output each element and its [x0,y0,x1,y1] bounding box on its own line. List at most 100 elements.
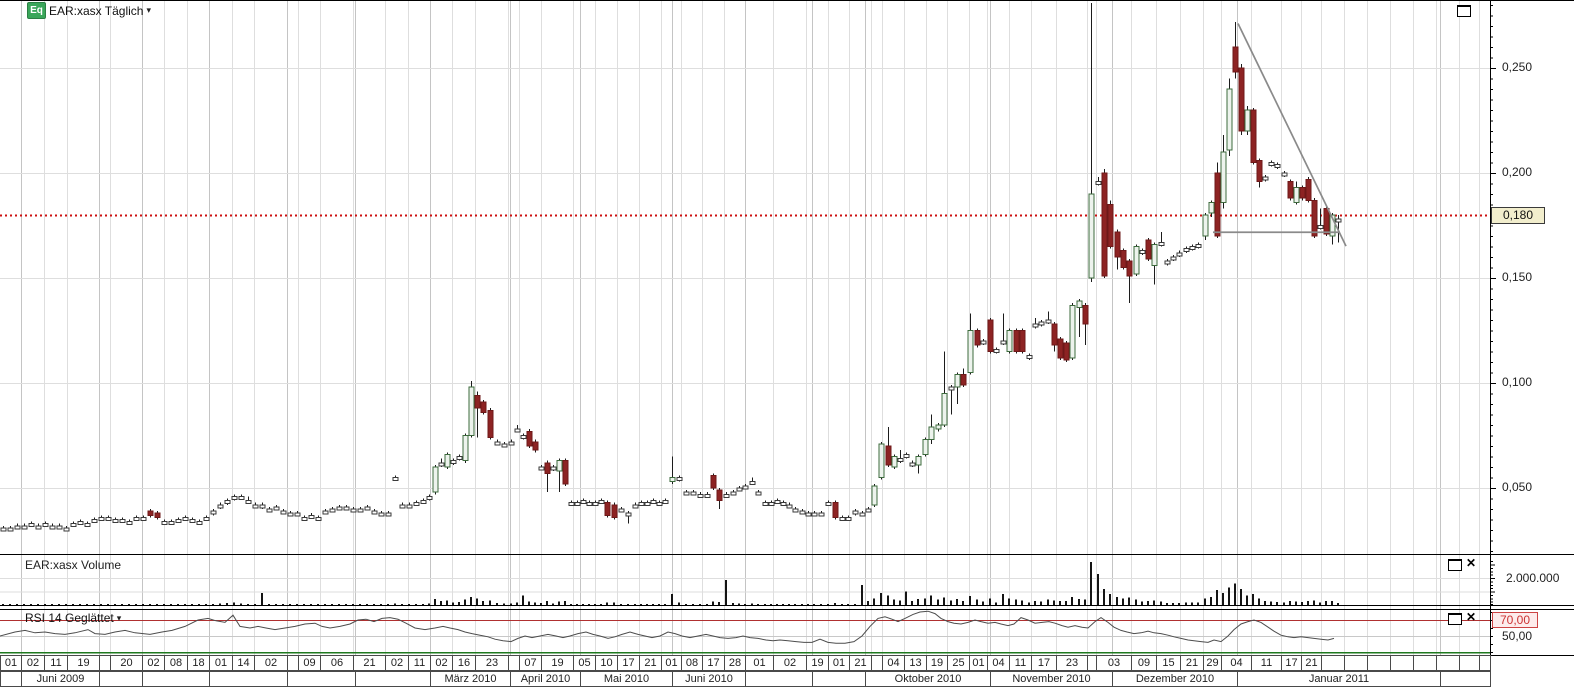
date-month-cell [99,671,143,687]
date-month-cell [745,671,813,687]
date-day-cell: 21 [849,655,872,671]
date-day-cell: 04 [1221,655,1252,671]
date-day-cell: 29 [1203,655,1222,671]
date-day-cell: 05 [573,655,596,671]
date-day-cell: 01 [661,655,682,671]
date-day-cell: 04 [987,655,1010,671]
date-month-cell: Juni 2010 [672,671,746,687]
volume-panel-label: EAR:xasx Volume [25,558,122,572]
date-day-cell: 03 [1096,655,1132,671]
date-day-cell: 08 [164,655,188,671]
date-day-cell: 11 [1009,655,1032,671]
date-day-cell [1344,655,1368,671]
date-month-cell [355,671,431,687]
date-day-cell: 21 [353,655,386,671]
trendlines-layer[interactable] [1213,23,1347,247]
date-day-cell [1413,655,1437,671]
date-month-cell: Juni 2009 [21,671,100,687]
date-day-cell: 02 [430,655,453,671]
date-day-cell: 15 [1156,655,1181,671]
date-day-cell: 23 [475,655,509,671]
date-day-cell: 17 [617,655,640,671]
date-day-cell: 25 [947,655,970,671]
date-month-cell [1440,671,1491,687]
date-day-cell [1459,655,1480,671]
date-day-cell: 07 [519,655,542,671]
date-day-cell: 17 [702,655,725,671]
date-day-cell: 02 [773,655,807,671]
chevron-down-icon: ▾ [116,612,122,623]
date-day-cell: 01 [969,655,988,671]
date-day-cell: 02 [385,655,409,671]
date-month-cell [0,671,22,687]
date-day-cell: 01 [0,655,22,671]
price-axis-label: 0,100 [1502,375,1533,389]
date-day-cell: 21 [1301,655,1322,671]
window-restore-icon [1448,613,1462,625]
price-axis-label: 0,250 [1502,60,1533,74]
volume-bars-layer [2,561,1339,605]
price-axis-label: 0,200 [1502,165,1533,179]
date-day-cell [1479,655,1491,671]
last-price-label: 0,180 [1491,207,1545,224]
date-day-cell: 01 [828,655,850,671]
date-day-cell: 10 [595,655,618,671]
rsi-level-50-label: 50,00 [1502,629,1533,643]
rsi-restore-button[interactable] [1448,612,1462,630]
date-month-cell: April 2010 [510,671,581,687]
date-day-cell: 21 [639,655,662,671]
instrument-selector[interactable]: Eq EAR:xasx Täglich ▾ [27,2,151,19]
date-month-cell: Dezember 2010 [1112,671,1238,687]
chevron-down-icon: ▾ [146,5,152,15]
date-month-cell: Oktober 2010 [865,671,991,687]
date-axis-months[interactable]: Juni 2009 März 2010 April 2010 Mai 2010 Juni… [0,671,1491,687]
candles-layer [0,2,1342,532]
date-day-cell: 17 [1281,655,1302,671]
volume-close-button[interactable]: ✕ [1466,556,1477,570]
date-day-cell: 19 [67,655,100,671]
date-day-cell: 09 [1131,655,1157,671]
date-day-cell [1390,655,1414,671]
date-day-cell: 28 [724,655,746,671]
date-day-cell: 11 [1251,655,1282,671]
date-month-cell: Januar 2011 [1237,671,1441,687]
equity-badge-icon: Eq [27,2,46,19]
gridlines-layer [0,0,1490,655]
date-day-cell: 17 [1031,655,1057,671]
rsi-line [0,610,1335,644]
date-day-cell [1321,655,1345,671]
date-day-cell: 13 [904,655,927,671]
date-month-cell: März 2010 [430,671,511,687]
restore-window-button[interactable] [1457,4,1471,22]
date-day-cell: 01 [209,655,233,671]
date-day-cell: 23 [1056,655,1088,671]
date-day-cell: 19 [806,655,829,671]
date-month-cell [812,671,866,687]
date-day-cell: 21 [1180,655,1204,671]
date-month-cell: November 2010 [990,671,1113,687]
window-restore-icon [1457,5,1471,17]
date-day-cell: 20 [110,655,143,671]
rsi-close-button[interactable]: ✕ [1466,610,1477,624]
date-axis-days[interactable]: 01 02 11 19 20 02 08 18 01 14 02 09 06 21 02 11 02 16 23 07… [0,655,1491,671]
date-day-cell: 11 [408,655,431,671]
date-day-cell: 16 [452,655,476,671]
date-month-cell [209,671,288,687]
rsi-indicator-selector[interactable]: RSI 14 Geglättet ▾ [25,611,121,625]
date-day-cell: 04 [882,655,905,671]
date-day-cell: 11 [44,655,68,671]
instrument-label: EAR:xasx Täglich [49,3,144,18]
rsi-label: RSI 14 Geglättet [25,611,114,625]
price-axis-label: 0,050 [1502,480,1533,494]
price-axis-label: 0,150 [1502,270,1533,284]
date-day-cell: 02 [21,655,45,671]
date-day-cell: 19 [926,655,948,671]
volume-restore-button[interactable] [1448,558,1462,576]
date-day-cell: 08 [681,655,703,671]
window-restore-icon [1448,559,1462,571]
date-day-cell [1436,655,1460,671]
date-day-cell: 02 [254,655,288,671]
date-month-cell: Mai 2010 [580,671,673,687]
